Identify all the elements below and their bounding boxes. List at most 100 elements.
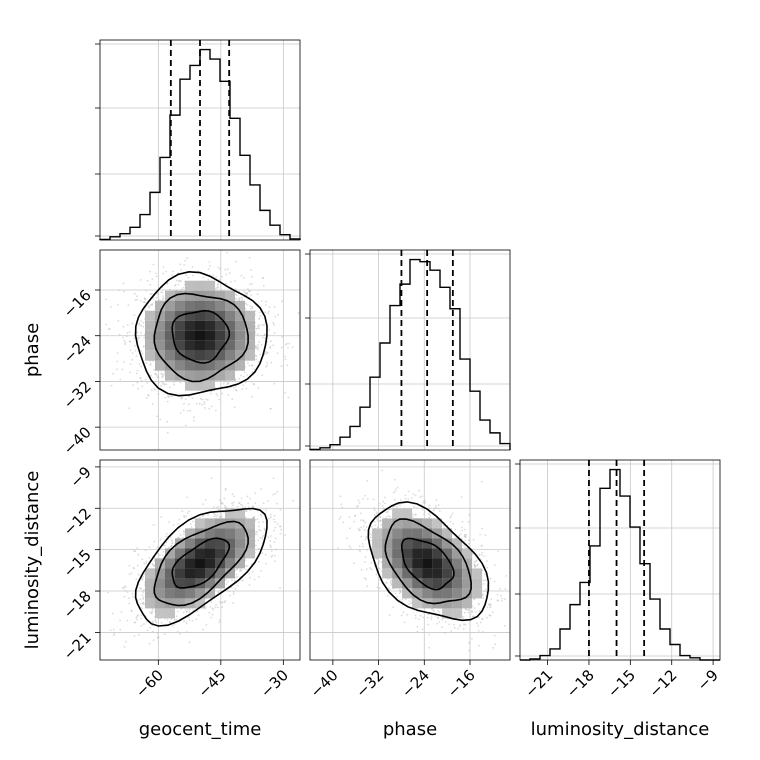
- sample-point: [147, 395, 150, 397]
- sample-point: [221, 602, 223, 604]
- sample-point: [270, 361, 273, 364]
- sample-point: [204, 407, 207, 409]
- density-cell: [155, 300, 165, 311]
- density-cell: [205, 548, 215, 559]
- sample-point: [133, 344, 136, 347]
- sample-point: [261, 552, 264, 555]
- sample-point: [211, 607, 214, 610]
- density-cell: [175, 598, 185, 609]
- sample-point: [139, 376, 142, 379]
- sample-point: [249, 305, 252, 308]
- density-cell: [195, 320, 205, 331]
- sample-point: [250, 269, 252, 272]
- sample-point: [185, 274, 188, 276]
- sample-point: [108, 328, 110, 330]
- sample-point: [151, 620, 154, 623]
- sample-point: [145, 560, 148, 563]
- density-cell: [145, 568, 155, 579]
- sample-point: [210, 392, 212, 395]
- sample-point: [247, 506, 250, 509]
- sample-point: [140, 625, 143, 627]
- sample-point: [153, 540, 156, 543]
- sample-point: [150, 389, 153, 392]
- sample-point: [151, 278, 154, 280]
- sample-point: [131, 352, 134, 354]
- sample-point: [362, 545, 364, 548]
- sample-point: [228, 272, 231, 274]
- sample-point: [269, 513, 272, 516]
- sample-point: [274, 493, 277, 495]
- sample-point: [269, 539, 272, 542]
- sample-point: [186, 631, 188, 634]
- sample-point: [288, 342, 291, 345]
- sample-point: [238, 299, 241, 302]
- sample-point: [250, 282, 253, 285]
- sample-point: [249, 576, 252, 579]
- sample-point: [188, 641, 191, 644]
- sample-point: [448, 623, 451, 626]
- sample-point: [268, 310, 270, 313]
- sample-point: [220, 515, 223, 518]
- sample-point: [160, 372, 163, 375]
- sample-point: [180, 534, 182, 537]
- sample-point: [394, 478, 396, 481]
- sample-point: [258, 341, 260, 344]
- sample-point: [263, 528, 266, 531]
- sample-point: [276, 352, 279, 355]
- sample-point: [153, 387, 156, 390]
- density-cell: [245, 320, 255, 331]
- sample-point: [186, 611, 188, 613]
- sample-point: [270, 516, 272, 518]
- sample-point: [147, 305, 150, 308]
- sample-point: [260, 570, 262, 572]
- sample-point: [145, 362, 148, 364]
- sample-point: [224, 600, 227, 602]
- sample-point: [202, 276, 205, 279]
- sample-point: [207, 514, 210, 516]
- density-cell: [195, 558, 205, 569]
- sample-point: [249, 497, 251, 500]
- sample-point: [225, 506, 228, 508]
- sample-point: [247, 290, 250, 293]
- sample-point: [188, 608, 191, 611]
- sample-point: [163, 544, 166, 547]
- density-cell: [155, 330, 165, 341]
- sample-point: [254, 492, 257, 495]
- sample-point: [149, 293, 152, 296]
- sample-point: [214, 606, 217, 609]
- sample-point: [292, 499, 294, 502]
- density-cell: [165, 330, 175, 341]
- sample-point: [223, 497, 226, 500]
- sample-point: [251, 275, 254, 278]
- panel-frame: [309, 249, 511, 451]
- sample-point: [238, 501, 241, 504]
- sample-point: [146, 279, 149, 282]
- density-cell: [165, 370, 175, 381]
- sample-point: [477, 624, 480, 627]
- sample-point: [140, 617, 143, 619]
- density-cell: [235, 360, 245, 371]
- sample-point: [261, 277, 264, 280]
- sample-point: [183, 263, 186, 266]
- sample-point: [202, 514, 205, 517]
- sample-point: [262, 521, 264, 523]
- density-cell: [185, 370, 195, 381]
- density-cell: [175, 330, 185, 341]
- sample-point: [177, 283, 180, 286]
- sample-point: [151, 403, 154, 405]
- sample-point: [155, 374, 158, 376]
- sample-point: [155, 620, 157, 622]
- sample-point: [504, 598, 506, 601]
- sample-point: [169, 621, 171, 623]
- sample-point: [118, 289, 121, 291]
- sample-point: [256, 327, 259, 330]
- sample-point: [284, 358, 287, 361]
- sample-point: [175, 289, 178, 292]
- sample-point: [197, 270, 200, 272]
- sample-point: [269, 546, 272, 549]
- density-cell: [215, 548, 225, 559]
- sample-point: [205, 624, 208, 626]
- sample-point: [268, 517, 270, 520]
- sample-point: [165, 383, 168, 386]
- sample-point: [227, 580, 229, 583]
